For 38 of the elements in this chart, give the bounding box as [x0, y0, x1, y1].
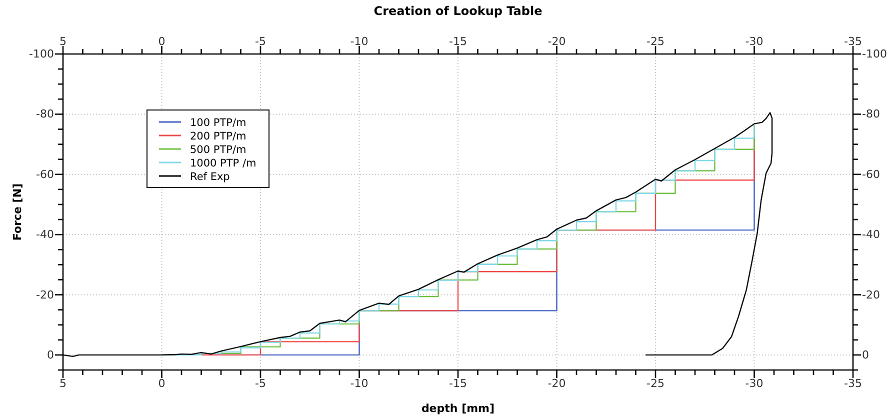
x-tick-label: -30	[745, 35, 764, 48]
y-tick-label: -40	[36, 228, 54, 242]
y2-tick-label: -100	[862, 48, 887, 61]
legend-label: 200 PTP/m	[190, 130, 246, 142]
y2-tick-label: -20	[862, 288, 880, 302]
x-tick-label: -15	[449, 35, 467, 48]
x2-tick-label: -10	[350, 376, 368, 390]
x2-tick-label: 0	[158, 376, 166, 390]
y2-tick-label: 0	[862, 348, 869, 362]
x-tick-label: -20	[548, 35, 566, 48]
y-axis-title: Force [N]	[11, 183, 24, 241]
y2-tick-label: -40	[862, 228, 880, 242]
x-tick-label: 5	[60, 35, 66, 48]
y2-tick-label: -60	[862, 168, 880, 181]
x-axis-title: depth [mm]	[421, 402, 495, 415]
x-tick-label: -5	[255, 35, 266, 48]
x2-tick-label: -5	[255, 376, 266, 390]
y-tick-label: -100	[29, 48, 54, 61]
x2-tick-label: -20	[548, 376, 566, 390]
x2-tick-label: -15	[449, 376, 467, 390]
y2-tick-label: -80	[862, 108, 880, 121]
legend-label: 1000 PTP /m	[190, 158, 256, 170]
x2-tick-label: 5	[60, 376, 66, 390]
x2-tick-label: -25	[646, 376, 664, 390]
x-tick-label: -10	[350, 35, 368, 48]
x2-tick-label: -35	[844, 376, 862, 390]
legend-label: Ref Exp	[190, 171, 230, 183]
legend-label: 100 PTP/m	[190, 117, 246, 129]
x-tick-label: 0	[158, 35, 166, 48]
x2-tick-label: -30	[745, 376, 764, 390]
x-tick-label: -35	[844, 35, 862, 48]
y-tick-label: -60	[36, 168, 54, 181]
y-tick-label: -20	[36, 288, 54, 302]
y-tick-label: -80	[36, 108, 54, 121]
chart-title: Creation of Lookup Table	[374, 4, 542, 18]
y-tick-label: 0	[47, 348, 54, 362]
legend-label: 500 PTP/m	[190, 144, 246, 156]
x-tick-label: -25	[646, 35, 664, 48]
